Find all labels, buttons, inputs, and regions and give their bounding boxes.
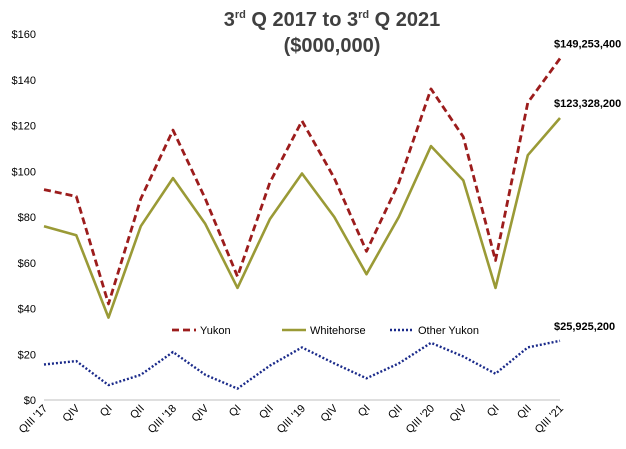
y-tick-label: $120 xyxy=(12,121,36,133)
y-tick-label: $40 xyxy=(18,304,36,316)
x-tick-label: QIII '20 xyxy=(404,403,437,436)
x-tick-label: QIII '19 xyxy=(275,403,308,436)
x-tick-label: QI xyxy=(227,403,244,420)
series-line-other-yukon xyxy=(43,339,561,390)
series-line-yukon xyxy=(43,57,562,306)
legend-item: Whitehorse xyxy=(282,325,366,337)
chart-title-line2: ($000,000) xyxy=(284,35,381,57)
x-tick-label: QI xyxy=(356,403,373,420)
y-tick-label: $160 xyxy=(12,29,36,41)
x-tick-label: QIII '18 xyxy=(146,403,179,436)
end-value-label: $25,925,200 xyxy=(554,321,615,333)
x-tick-label: QIII '21 xyxy=(533,403,566,436)
y-tick-label: $140 xyxy=(12,75,36,87)
legend-item: Other Yukon xyxy=(390,325,479,337)
x-tick-label: QIV xyxy=(60,402,82,424)
y-tick-label: $60 xyxy=(18,258,36,270)
end-value-label: $123,328,200 xyxy=(554,98,621,110)
x-tick-label: QIV xyxy=(318,402,340,424)
legend-item: Yukon xyxy=(172,325,231,337)
legend-label: Other Yukon xyxy=(418,325,479,337)
x-tick-label: QIV xyxy=(447,402,469,424)
x-tick-label: QIII '17 xyxy=(17,403,50,436)
y-tick-label: $20 xyxy=(18,349,36,361)
x-tick-label: QI xyxy=(485,403,502,420)
chart-title-line1: 3rd Q 2017 to 3rd Q 2021 xyxy=(224,9,441,31)
x-tick-label: QI xyxy=(98,403,115,420)
x-tick-label: QIV xyxy=(189,402,211,424)
y-tick-label: $100 xyxy=(12,166,36,178)
y-tick-label: $80 xyxy=(18,212,36,224)
y-tick-label: $0 xyxy=(24,395,36,407)
x-tick-label: QII xyxy=(386,403,405,422)
series-layer: $149,253,400 $123,328,200 $25,925,200 xyxy=(43,38,621,390)
end-value-label: $149,253,400 xyxy=(554,38,621,50)
legend-label: Yukon xyxy=(200,325,231,337)
legend: Yukon Whitehorse Other Yukon xyxy=(172,325,479,337)
x-tick-label: QII xyxy=(257,403,276,422)
legend-label: Whitehorse xyxy=(310,325,366,337)
series-line-whitehorse xyxy=(43,117,561,319)
x-tick-label: QII xyxy=(515,403,534,422)
axes: $0 $20 $40 $60 $80 $100 $120 $140 $160 QIII '17 QI… xyxy=(12,29,567,436)
x-tick-label: QII xyxy=(128,403,147,422)
